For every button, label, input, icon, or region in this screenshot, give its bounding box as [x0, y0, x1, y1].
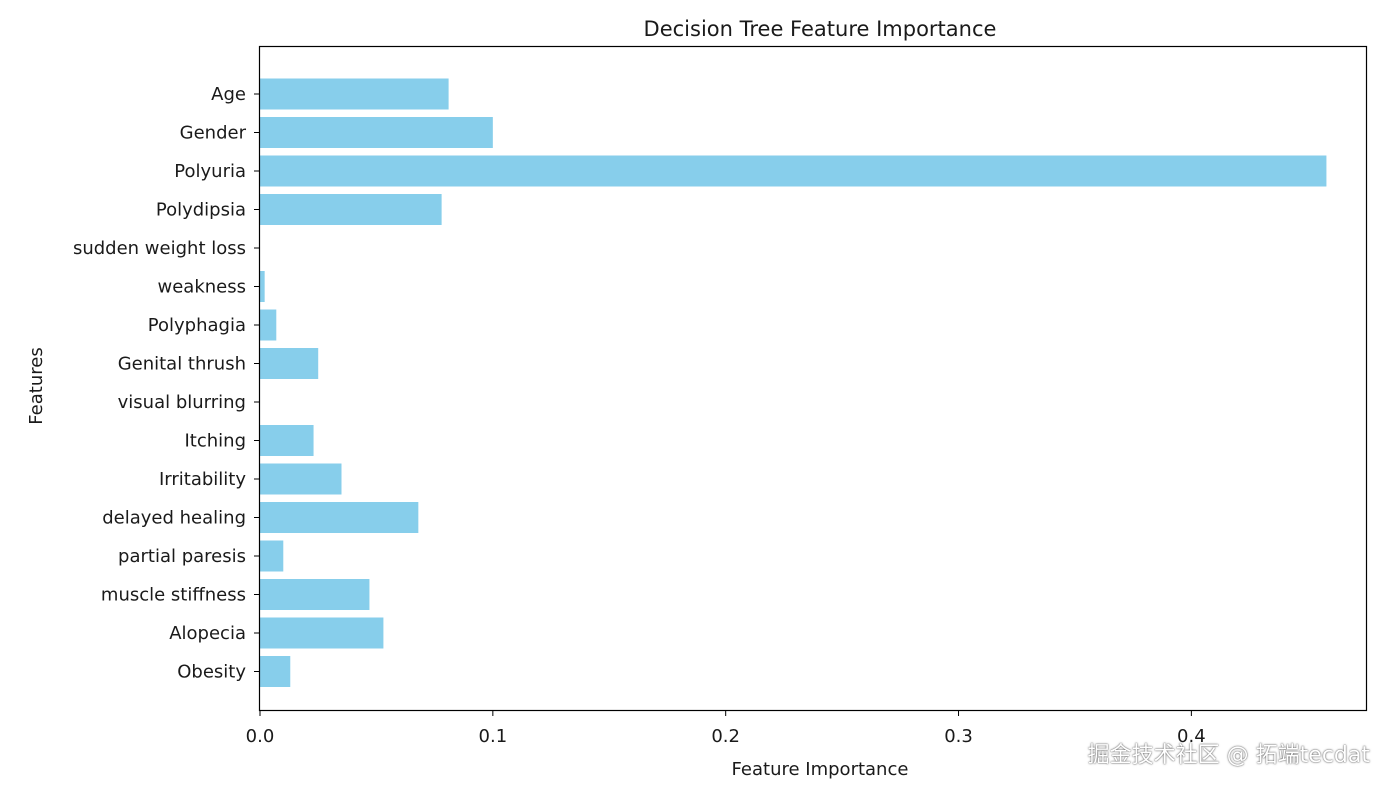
y-tick-label-polydipsia: Polydipsia [156, 200, 246, 221]
y-tick-label-polyphagia: Polyphagia [148, 315, 246, 336]
bar-age [260, 78, 449, 110]
chart-title: Decision Tree Feature Importance [644, 17, 997, 41]
y-tick-label-itching: Itching [184, 431, 246, 452]
y-tick-label-genital-thrush: Genital thrush [118, 354, 246, 375]
x-ticks: 0.0 0.1 0.2 0.3 0.4 [246, 710, 1206, 747]
bar-obesity [260, 656, 291, 687]
bar-partial-paresis [260, 540, 284, 572]
y-tick-label-gender: Gender [180, 123, 247, 144]
bar-polyuria [260, 155, 1327, 187]
x-tick-label-0.4: 0.4 [1177, 726, 1206, 747]
watermark-text: 掘金技术社区 @ 拓端tecdat [1087, 743, 1370, 768]
y-tick-label-muscle-stiffness: muscle stiffness [101, 585, 246, 606]
bar-weakness [260, 271, 265, 302]
y-tick-labels: Age Gender Polyuria Polydipsia sudden weight… [73, 84, 247, 683]
y-tick-label-sudden-weight-loss: sudden weight loss [73, 238, 246, 259]
y-tick-label-delayed-healing: delayed healing [102, 508, 246, 529]
y-tick-label-alopecia: Alopecia [169, 623, 246, 644]
y-tick-label-polyuria: Polyuria [174, 161, 246, 182]
bar-muscle-stiffness [260, 579, 370, 610]
bar-alopecia [260, 617, 384, 649]
bar-delayed-healing [260, 502, 419, 533]
bar-polydipsia [260, 194, 442, 225]
y-tick-label-obesity: Obesity [177, 662, 246, 683]
y-tick-label-partial-paresis: partial paresis [118, 546, 246, 567]
y-axis-label: Features [26, 347, 47, 424]
bar-itching [260, 425, 314, 456]
x-tick-label-0.3: 0.3 [944, 726, 973, 747]
bar-polyphagia [260, 309, 277, 341]
x-axis-label: Feature Importance [732, 759, 909, 780]
bar-genital-thrush [260, 348, 319, 379]
y-tick-label-visual-blurring: visual blurring [118, 392, 246, 413]
bars [260, 78, 1327, 687]
x-tick-label-0.1: 0.1 [479, 726, 508, 747]
plot-frame [258, 45, 1368, 712]
x-tick-label-0.0: 0.0 [246, 726, 275, 747]
bar-irritability [260, 463, 342, 495]
bar-gender [260, 117, 493, 148]
y-tick-label-irritability: Irritability [159, 469, 246, 490]
y-tick-label-age: Age [211, 84, 246, 105]
y-tick-label-weakness: weakness [158, 277, 247, 298]
x-tick-label-0.2: 0.2 [711, 726, 740, 747]
